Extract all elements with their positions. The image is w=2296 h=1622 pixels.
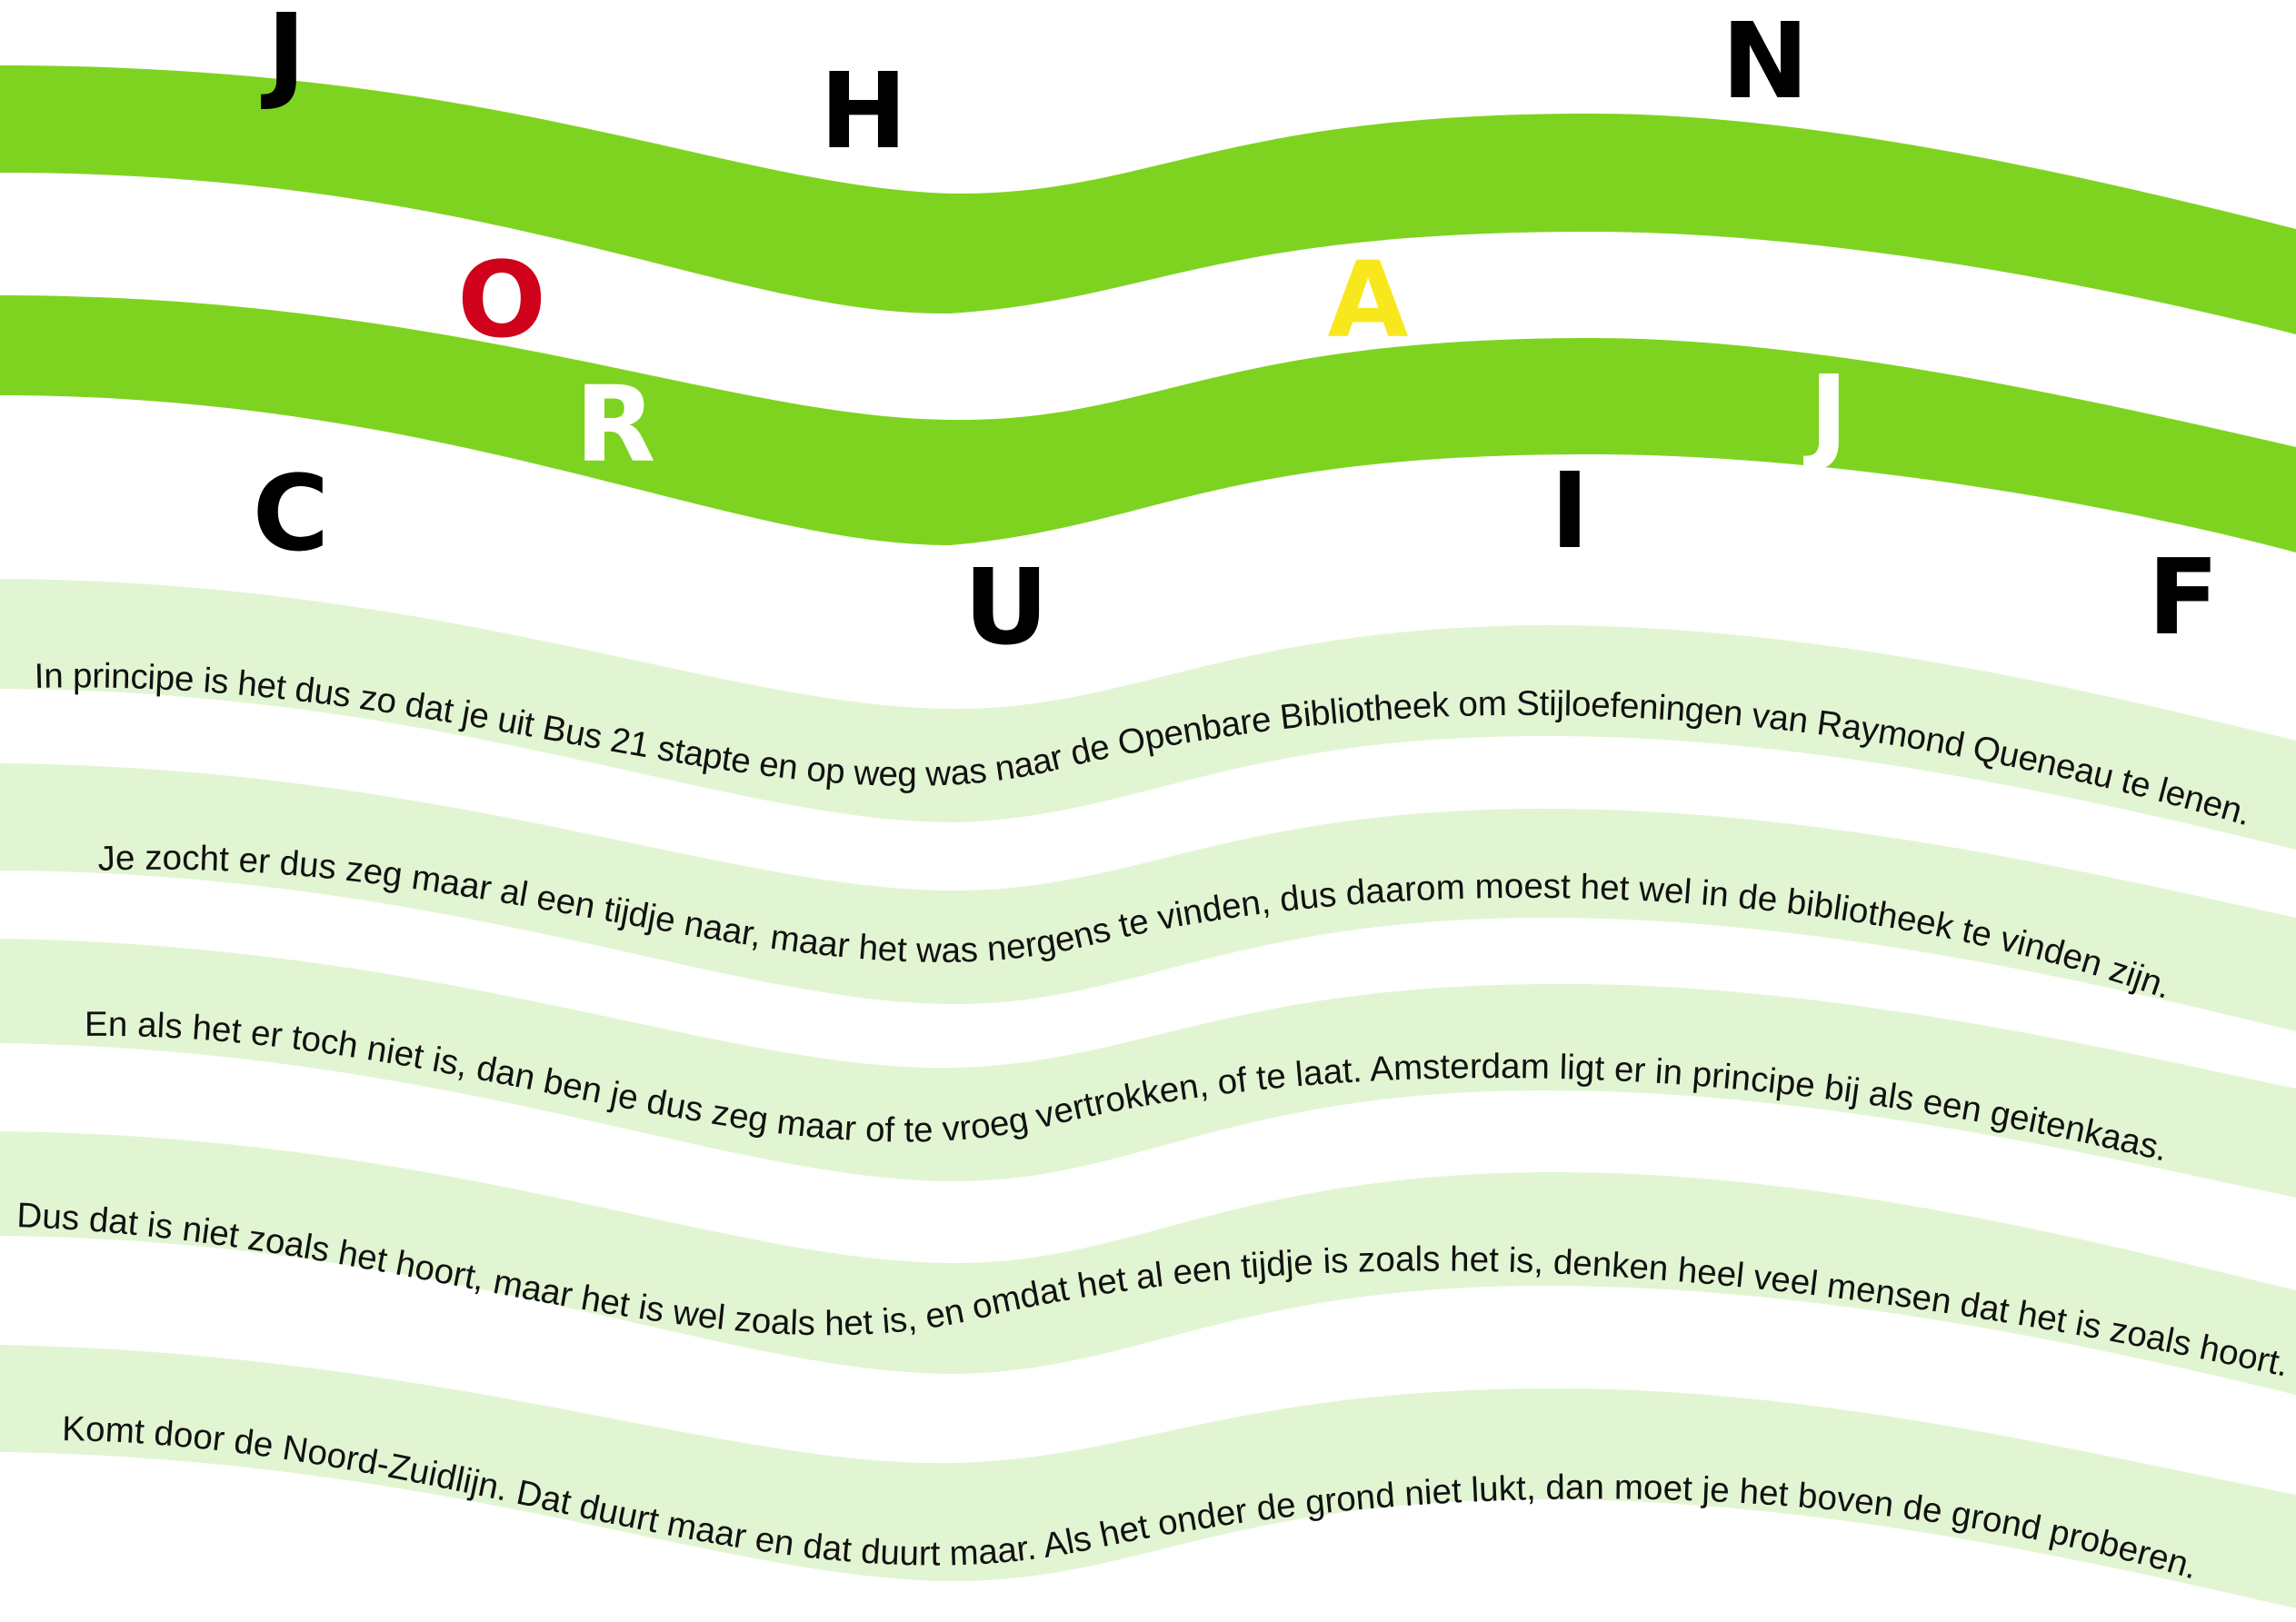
text-band-3 <box>0 939 2296 1198</box>
text-band-2 <box>0 763 2296 1031</box>
letter-r: R <box>575 364 656 486</box>
top-band-2 <box>0 295 2296 552</box>
letter-c: C <box>253 453 329 575</box>
letter-u: U <box>963 547 1048 669</box>
letter-j-top: J <box>261 0 306 114</box>
text-band-1 <box>0 579 2296 850</box>
letter-j-band: J <box>1803 353 1849 475</box>
letter-h: H <box>820 51 907 173</box>
letter-i: I <box>1551 451 1590 572</box>
letter-a: A <box>1327 240 1408 362</box>
letter-o: O <box>457 240 546 362</box>
top-band-1 <box>0 65 2296 334</box>
letter-f: F <box>2148 537 2220 659</box>
letter-n: N <box>1722 1 1809 123</box>
text-band-5 <box>0 1345 2296 1608</box>
text-band-4 <box>0 1131 2296 1395</box>
